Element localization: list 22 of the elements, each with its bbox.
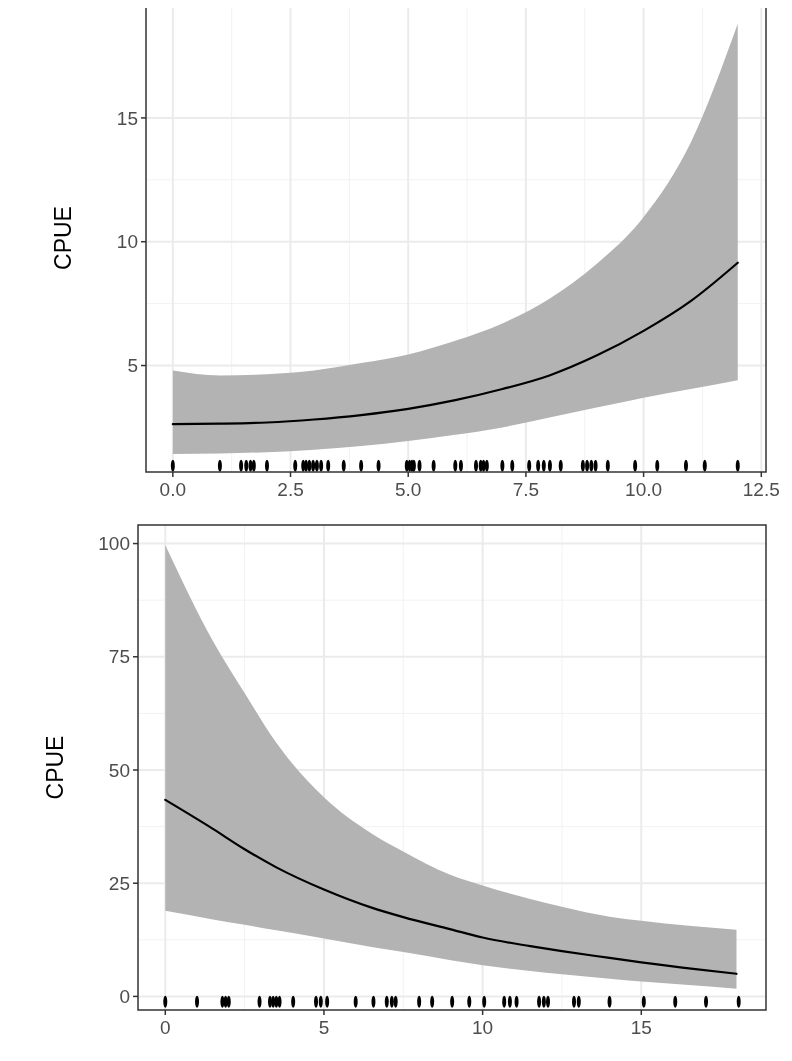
y-axis-title: CPUE — [42, 735, 68, 800]
x-tick-label: 10.0 — [625, 479, 663, 500]
y-axis-title: CPUE — [50, 206, 76, 270]
y-tick-label: 10 — [116, 231, 138, 253]
x-tick-label: 5.0 — [395, 479, 422, 500]
x-tick-label: 0.0 — [159, 479, 187, 500]
line-series — [171, 261, 739, 426]
y-tick-label: 0 — [119, 986, 130, 1008]
x-tick-label: 2.5 — [277, 479, 304, 500]
y-tick-label: 100 — [98, 533, 130, 555]
x-tick-label: 5 — [318, 1017, 330, 1038]
x-tick-label: 7.5 — [512, 479, 540, 500]
y-tick-label: 15 — [116, 107, 138, 129]
line-series — [164, 798, 738, 975]
x-tick-label: 12.5 — [742, 479, 780, 500]
y-tick-label: 5 — [127, 355, 138, 377]
y-tick-label: 50 — [108, 759, 130, 781]
y-tick-label: 25 — [108, 872, 130, 894]
x-tick-label: 10 — [472, 1017, 494, 1038]
x-tick-label: 15 — [630, 1017, 652, 1038]
y-tick-label: 75 — [108, 646, 130, 668]
x-tick-label: 0 — [160, 1017, 171, 1038]
